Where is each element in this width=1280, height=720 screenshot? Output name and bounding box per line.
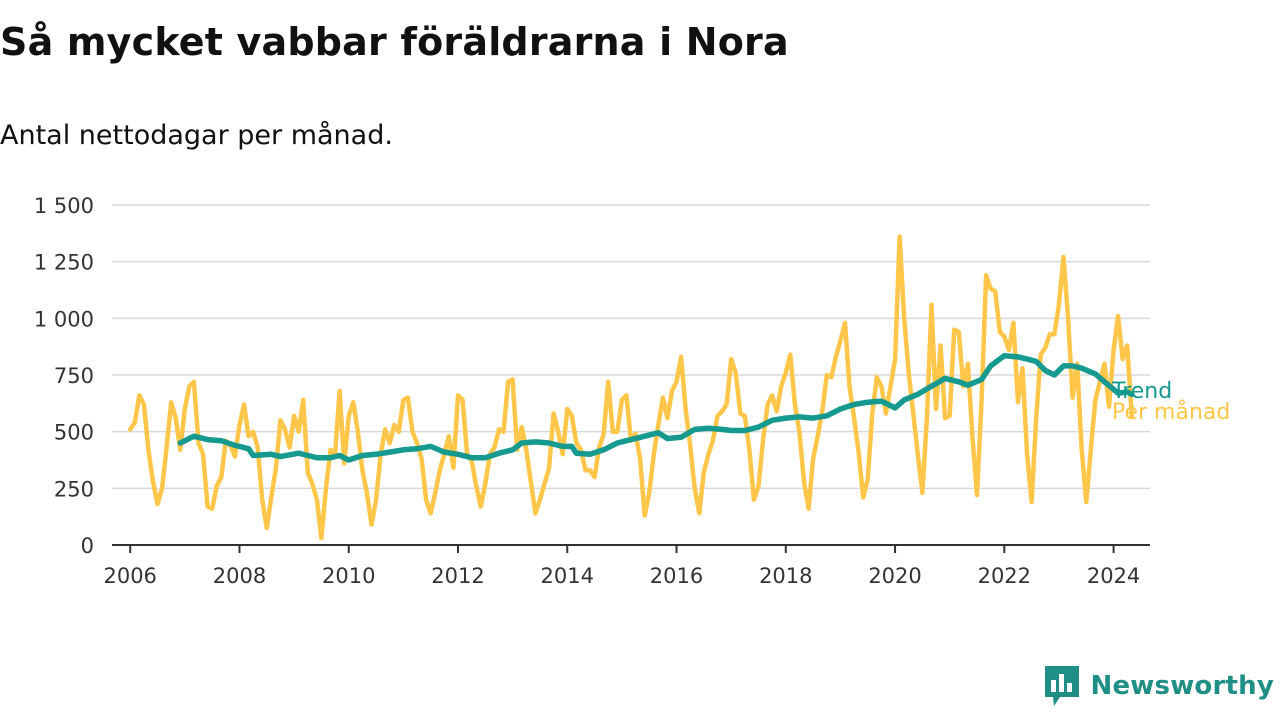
x-tick-label: 2022 xyxy=(978,564,1031,588)
x-tick-label: 2008 xyxy=(213,564,266,588)
brand-logo: Newsworthy xyxy=(1044,666,1274,706)
newsworthy-logo-icon xyxy=(1044,666,1079,706)
gridlines xyxy=(112,204,1150,490)
x-tick-label: 2024 xyxy=(1087,564,1140,588)
legend-label-per-manad: Per månad xyxy=(1112,399,1230,425)
x-tick-label: 2012 xyxy=(431,564,484,588)
y-tick-label: 0 xyxy=(81,534,94,558)
x-tick-label: 2010 xyxy=(322,564,375,588)
x-tick-label: 2020 xyxy=(868,564,921,588)
x-tick-label: 2006 xyxy=(103,564,156,588)
x-tick-label: 2018 xyxy=(759,564,812,588)
series xyxy=(127,234,1135,541)
x-axis: 2006 2008 2010 2012 2014 2016 2018 2020 2022 2024 xyxy=(103,544,1150,588)
chart-title: Så mycket vabbar föräldrarna i Nora xyxy=(0,20,789,64)
legend-label-trend: Trend xyxy=(1111,379,1172,404)
series-line-per-manad xyxy=(127,234,1135,541)
x-tick-label: 2014 xyxy=(541,564,594,588)
y-axis-labels: 0 250 500 750 1 000 1 250 1 500 xyxy=(34,194,94,558)
brand-name: Newsworthy xyxy=(1090,671,1274,701)
x-tick-label: 2016 xyxy=(650,564,703,588)
y-tick-label: 1 000 xyxy=(34,307,94,331)
y-tick-label: 1 250 xyxy=(34,251,94,275)
y-tick-label: 250 xyxy=(54,477,94,501)
chart-subtitle: Antal nettodagar per månad. xyxy=(0,120,393,151)
y-tick-label: 500 xyxy=(54,421,94,445)
y-tick-label: 1 500 xyxy=(34,194,94,218)
y-tick-label: 750 xyxy=(54,364,94,388)
series-line-trend xyxy=(177,352,1135,463)
